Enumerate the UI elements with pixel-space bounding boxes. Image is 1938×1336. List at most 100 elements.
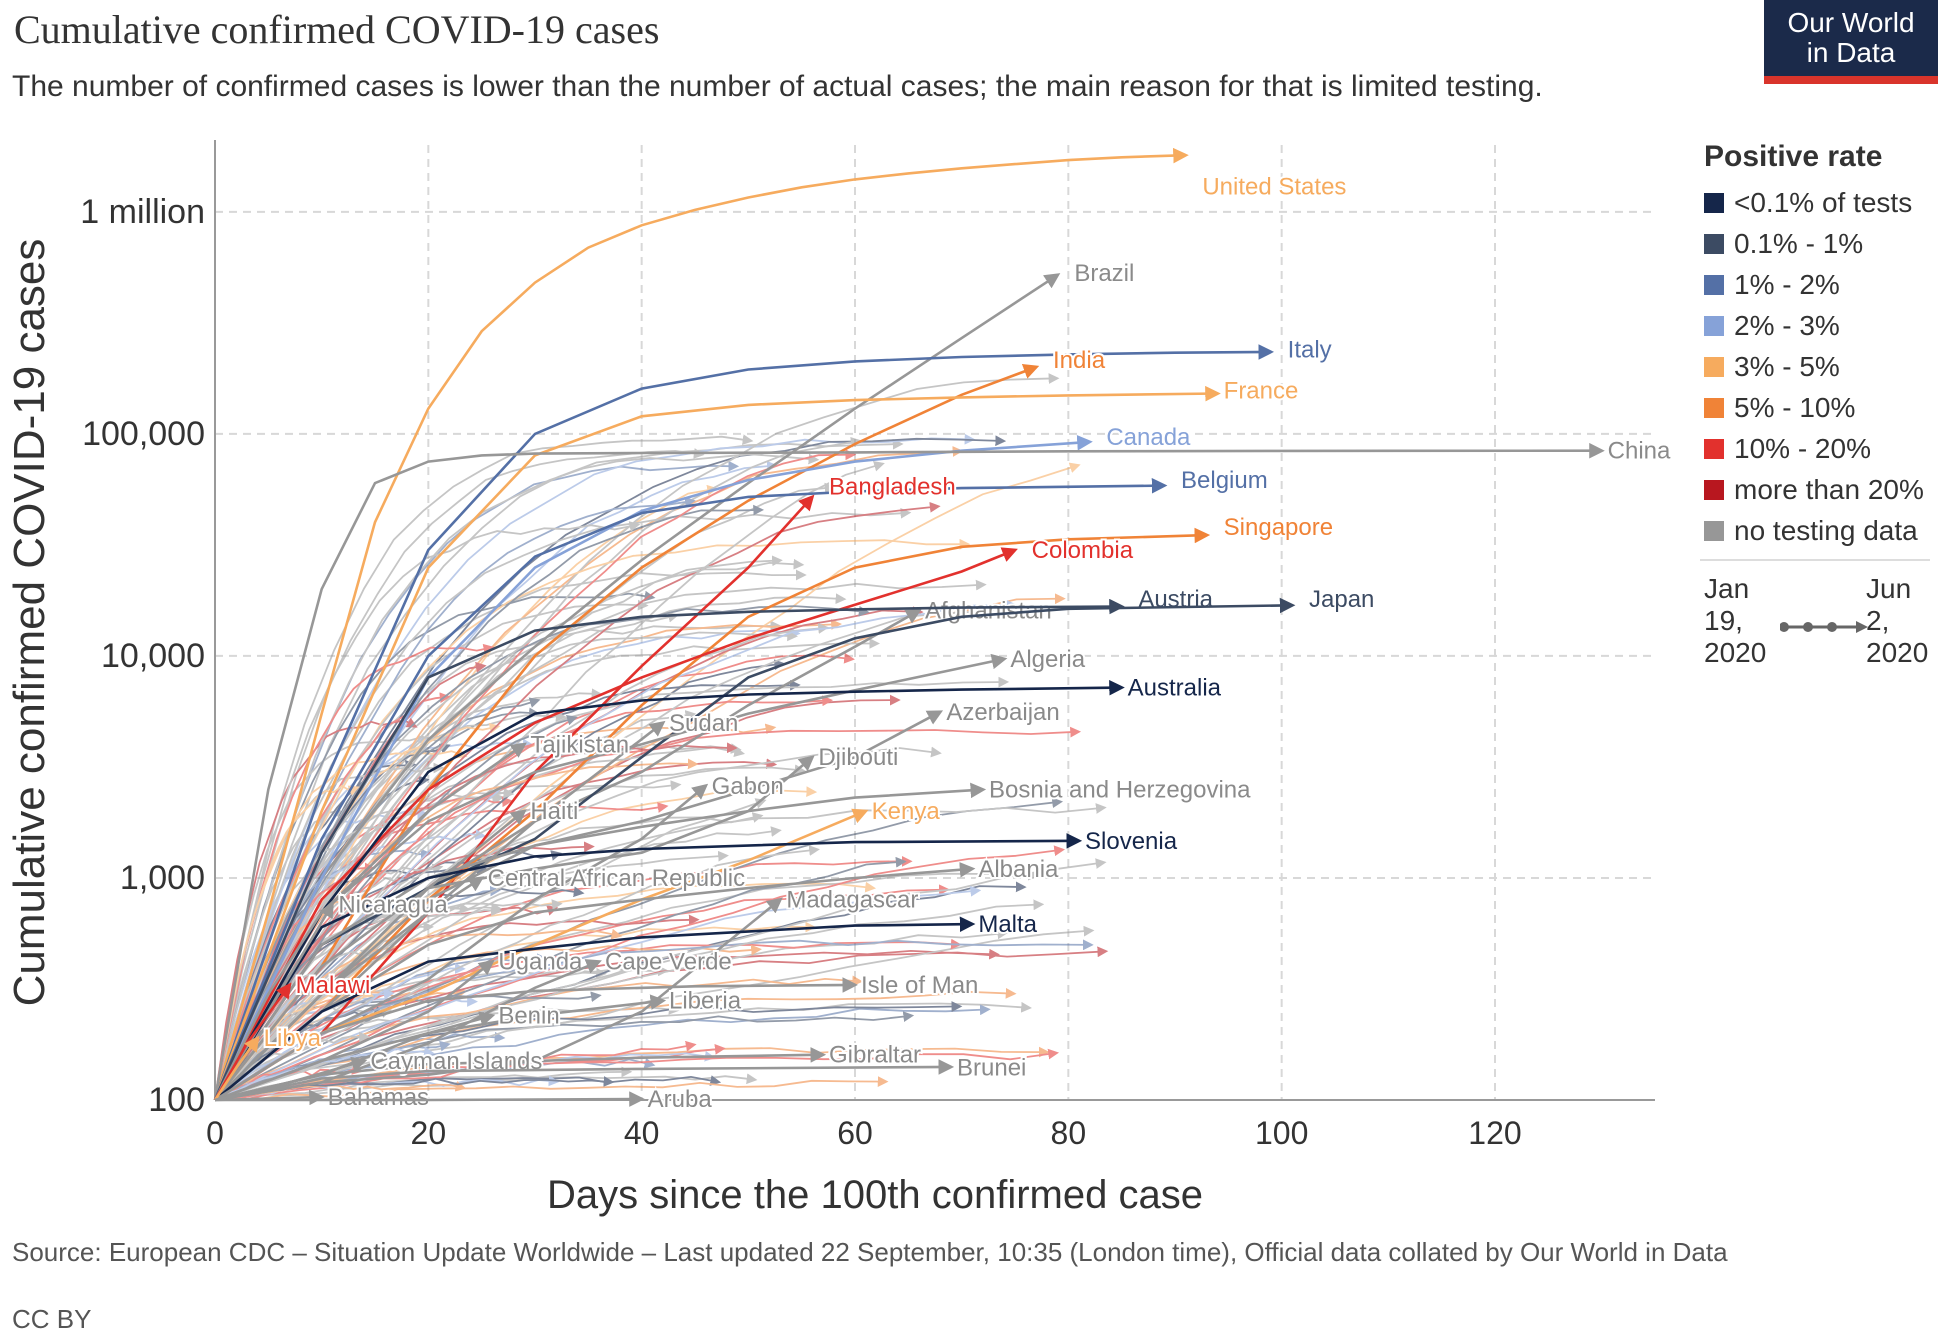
background-series-line [214, 434, 754, 1098]
timeline-start-date[interactable]: Jan 19, 2020 [1704, 573, 1784, 669]
legend-item[interactable]: 3% - 5% [1700, 346, 1938, 387]
series-label: Bahamas [328, 1084, 429, 1111]
background-series-line [214, 501, 941, 1099]
series-line [213, 1035, 260, 1101]
series-label: Bangladesh [829, 473, 956, 500]
series-line [213, 833, 1083, 1101]
background-series-line [214, 987, 1017, 1100]
series-line [214, 527, 1211, 1102]
series-line [214, 959, 602, 1102]
background-series-line [214, 435, 1007, 1101]
series-label: Azerbaijan [946, 699, 1059, 726]
timeline-end-year: 2020 [1866, 637, 1929, 668]
background-series-line [214, 845, 820, 1098]
legend-item[interactable]: 10% - 20% [1700, 428, 1938, 469]
series-label: Brazil [1074, 260, 1134, 287]
chart-title: Cumulative confirmed COVID-19 cases [14, 7, 660, 52]
series-label: Singapore [1224, 514, 1333, 541]
chart-svg: 0 20 40 60 80 100 120 100 1,000 10,000 100,000 1 mi… [5, 140, 1673, 1217]
series-line [213, 679, 1125, 1101]
background-series-line [214, 555, 783, 1101]
series-line [213, 344, 1275, 1101]
series-label: Bosnia and Herzegovina [989, 777, 1251, 804]
series-label: Colombia [1032, 537, 1134, 564]
legend-swatch [1704, 233, 1724, 254]
legend-swatch [1704, 397, 1724, 418]
legend-swatch [1704, 520, 1724, 541]
legend-label: <0.1% of tests [1734, 186, 1913, 218]
legend-item[interactable]: 1% - 2% [1700, 264, 1938, 305]
series-label: Kenya [872, 798, 941, 825]
series-label: Isle of Man [861, 972, 978, 999]
legend-swatch [1704, 315, 1724, 336]
background-series-line [214, 797, 1064, 1100]
series-line [213, 442, 1605, 1101]
series-label: Canada [1106, 424, 1191, 451]
legend-item[interactable]: 2% - 3% [1700, 305, 1938, 346]
license-link[interactable]: CC BY [12, 1304, 92, 1334]
series-label: Central African Republic [488, 865, 745, 892]
series-label: Algeria [1010, 646, 1085, 673]
series-label: Nicaragua [338, 891, 448, 918]
legend: Positive rate <0.1% of tests 0.1% - 1% 1% … [1700, 140, 1938, 668]
timeline-end-date[interactable]: Jun 2, 2020 [1866, 573, 1938, 669]
series-label: Tajikistan [530, 731, 629, 758]
series-label: Brunei [957, 1055, 1026, 1082]
legend-item[interactable]: 0.1% - 1% [1700, 223, 1938, 264]
owid-logo[interactable]: Our World in Data [1764, 0, 1938, 84]
series-line [214, 710, 944, 1101]
y-tick-label: 10,000 [101, 637, 205, 675]
background-series-line [214, 638, 881, 1098]
background-series-line [214, 746, 942, 1101]
series-line [214, 1059, 955, 1102]
logo-line-2: in Data [1806, 37, 1896, 68]
background-series-line [214, 606, 924, 1099]
series-line [214, 861, 976, 1102]
legend-item[interactable]: 5% - 10% [1700, 387, 1938, 428]
timeline-start-day: 19, [1704, 605, 1743, 636]
series-line [213, 547, 1018, 1101]
background-series-line [214, 821, 394, 1101]
series-label: Madagascar [786, 886, 918, 913]
legend-label: 1% - 2% [1734, 268, 1840, 300]
series-line [213, 597, 1296, 1101]
legend-label: 5% - 10% [1734, 391, 1856, 423]
source-note: Source: European CDC – Situation Update … [12, 1237, 1728, 1267]
series-label: Slovenia [1085, 828, 1178, 855]
background-series-line [214, 605, 870, 1101]
series-line [214, 977, 859, 1102]
series-label: Uganda [498, 949, 583, 976]
legend-item[interactable]: more than 20% [1700, 469, 1938, 510]
series-line [213, 147, 1189, 1101]
series-label: Italy [1288, 336, 1332, 363]
series-line [214, 916, 976, 1102]
background-series-line [214, 885, 982, 1100]
y-tick-label: 100 [148, 1081, 205, 1119]
timeline-control[interactable]: Jan 19, 2020 Jun 2, 2020 [1700, 573, 1938, 668]
x-tick-label: 40 [624, 1115, 660, 1151]
legend-item[interactable]: no testing data [1700, 510, 1938, 551]
legend-swatch [1704, 438, 1724, 459]
y-tick-label: 1 million [80, 193, 205, 231]
legend-item[interactable]: <0.1% of tests [1700, 182, 1938, 223]
legend-label: 3% - 5% [1734, 350, 1840, 382]
series-label: Gibraltar [829, 1042, 921, 1069]
background-series-line [214, 798, 767, 1101]
legend-title: Positive rate [1704, 140, 1883, 173]
series-label: Djibouti [818, 744, 898, 771]
background-series-line [214, 448, 705, 1098]
background-series-line [214, 784, 360, 1098]
legend-swatch [1704, 274, 1724, 295]
legend-label: 10% - 20% [1734, 432, 1871, 464]
legend-label: 0.1% - 1% [1734, 227, 1864, 259]
series-label: Liberia [669, 988, 742, 1015]
x-tick-label: 60 [837, 1115, 873, 1151]
background-series-line [214, 764, 806, 1099]
x-tick-label: 100 [1255, 1115, 1308, 1151]
background-series-line [214, 991, 602, 1101]
series-line [213, 385, 1221, 1101]
series-label: Benin [498, 1003, 559, 1030]
timeline-arrow-icon[interactable] [1780, 617, 1870, 637]
series-line [214, 876, 485, 1101]
background-series-line [214, 914, 700, 1098]
